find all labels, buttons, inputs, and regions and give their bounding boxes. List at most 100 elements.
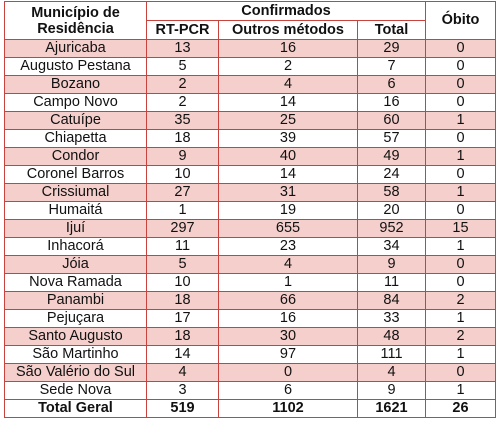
table-row: Santo Augusto 18 30 48 2 [4,327,496,346]
cell-rt-pcr: 18 [146,129,219,148]
cell-total: 57 [357,129,426,148]
cell-outros-metodos: 25 [218,111,358,130]
cell-municipio: Pejuçara [4,309,147,328]
cell-outros-metodos: 19 [218,201,358,220]
cell-outros-metodos: 31 [218,183,358,202]
cell-rt-pcr: 14 [146,345,219,364]
header-municipio-line1: Município de [31,4,120,21]
cell-total: 6 [357,75,426,94]
covid-cases-table: Município de Residência Confirmados Óbit… [4,1,496,418]
cell-municipio: São Valério do Sul [4,363,147,382]
cell-total: 60 [357,111,426,130]
table-row: Panambi 18 66 84 2 [4,291,496,310]
cell-rt-pcr: 5 [146,255,219,274]
header-municipio-line2: Residência [37,20,114,37]
cell-outros-metodos: 6 [218,381,358,400]
cell-obito: 1 [425,237,496,256]
cell-total: 84 [357,291,426,310]
cell-municipio: Panambi [4,291,147,310]
cell-outros-metodos: 97 [218,345,358,364]
cell-total: 111 [357,345,426,364]
cell-rt-pcr: 9 [146,147,219,166]
cell-municipio: Crissiumal [4,183,147,202]
cell-outros-metodos: 0 [218,363,358,382]
cell-rt-pcr: 3 [146,381,219,400]
cell-obito: 0 [425,363,496,382]
cell-total: 952 [357,219,426,238]
cell-obito: 0 [425,165,496,184]
cell-obito: 1 [425,183,496,202]
cell-obito: 1 [425,111,496,130]
table-row: Campo Novo 2 14 16 0 [4,93,496,112]
cell-outros-metodos: 1 [218,273,358,292]
total-outros: 1102 [218,399,358,418]
cell-outros-metodos: 655 [218,219,358,238]
cell-obito: 1 [425,345,496,364]
total-label: Total Geral [4,399,147,418]
cell-outros-metodos: 4 [218,75,358,94]
cell-rt-pcr: 35 [146,111,219,130]
cell-municipio: Augusto Pestana [4,57,147,76]
cell-total: 48 [357,327,426,346]
cell-municipio: Nova Ramada [4,273,147,292]
cell-total: 4 [357,363,426,382]
table-row: Bozano 2 4 6 0 [4,75,496,94]
cell-total: 34 [357,237,426,256]
cell-total: 20 [357,201,426,220]
cell-municipio: Catuípe [4,111,147,130]
cell-outros-metodos: 14 [218,165,358,184]
cell-rt-pcr: 10 [146,273,219,292]
cell-rt-pcr: 27 [146,183,219,202]
cell-outros-metodos: 2 [218,57,358,76]
header-rt-pcr: RT-PCR [146,20,219,40]
cell-municipio: Humaitá [4,201,147,220]
table-footer: Total Geral 519 1102 1621 26 [4,399,496,418]
cell-obito: 0 [425,201,496,220]
cell-municipio: São Martinho [4,345,147,364]
cell-outros-metodos: 14 [218,93,358,112]
cell-municipio: Campo Novo [4,93,147,112]
cell-obito: 0 [425,255,496,274]
cell-municipio: Santo Augusto [4,327,147,346]
cell-obito: 0 [425,75,496,94]
table-row: Ajuricaba 13 16 29 0 [4,39,496,58]
cell-rt-pcr: 297 [146,219,219,238]
cell-total: 33 [357,309,426,328]
cell-municipio: Sede Nova [4,381,147,400]
cell-outros-metodos: 39 [218,129,358,148]
cell-obito: 15 [425,219,496,238]
cell-outros-metodos: 16 [218,309,358,328]
cell-total: 9 [357,381,426,400]
table-row: Coronel Barros 10 14 24 0 [4,165,496,184]
cell-obito: 1 [425,147,496,166]
table-row: Humaitá 1 19 20 0 [4,201,496,220]
cell-total: 29 [357,39,426,58]
total-obito: 26 [425,399,496,418]
table-row: Jóia 5 4 9 0 [4,255,496,274]
header-total: Total [357,20,426,40]
cell-rt-pcr: 5 [146,57,219,76]
table-row: Inhacorá 11 23 34 1 [4,237,496,256]
cell-obito: 2 [425,291,496,310]
table-body: Ajuricaba 13 16 29 0 Augusto Pestana 5 2 7 0 Bozan… [4,39,496,400]
table-row: Nova Ramada 10 1 11 0 [4,273,496,292]
cell-total: 16 [357,93,426,112]
table-row: São Valério do Sul 4 0 4 0 [4,363,496,382]
cell-total: 9 [357,255,426,274]
table-row: Sede Nova 3 6 9 1 [4,381,496,400]
header-row-top: Município de Residência Confirmados Óbit… [4,1,496,40]
cell-rt-pcr: 18 [146,327,219,346]
cell-obito: 0 [425,39,496,58]
cell-outros-metodos: 66 [218,291,358,310]
cell-obito: 2 [425,327,496,346]
cell-total: 7 [357,57,426,76]
table-row: São Martinho 14 97 111 1 [4,345,496,364]
table-row: Ijuí 297 655 952 15 [4,219,496,238]
cell-municipio: Ajuricaba [4,39,147,58]
total-total: 1621 [357,399,426,418]
cell-obito: 0 [425,129,496,148]
cell-rt-pcr: 1 [146,201,219,220]
header-outros-metodos: Outros métodos [218,20,358,40]
cell-outros-metodos: 30 [218,327,358,346]
